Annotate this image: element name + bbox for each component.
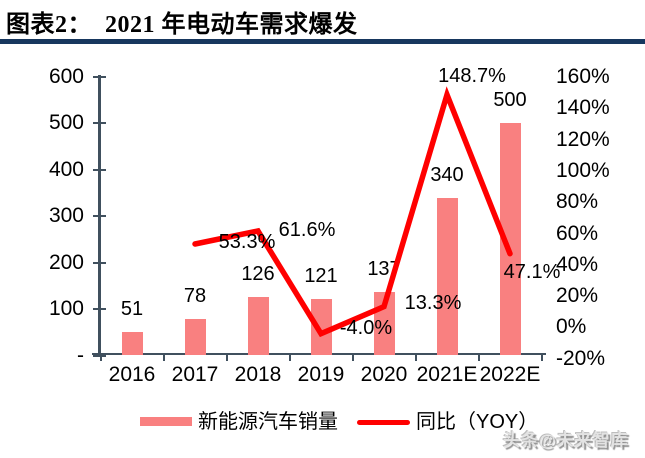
bar-value-label: 121 [304, 265, 338, 288]
line-value-label: 13.3% [404, 291, 462, 314]
y-axis-tick-label: 500 [48, 111, 84, 135]
title-divider [0, 39, 645, 44]
bar-value-label: 340 [430, 163, 464, 186]
line-value-label: 61.6% [278, 218, 336, 241]
secondary-axis-tick-label: 0% [556, 315, 587, 339]
line-value-label: 53.3% [218, 230, 276, 253]
y-axis-tick [93, 308, 106, 311]
x-axis-category-label: 2019 [297, 363, 345, 386]
y-axis-tick-label: 100 [48, 297, 84, 321]
y-axis-tick [93, 168, 106, 171]
secondary-axis-tick-label: 140% [556, 96, 610, 120]
sales-bar [499, 123, 521, 356]
legend-line-swatch [357, 420, 410, 425]
secondary-axis-tick-label: 60% [556, 221, 599, 245]
x-axis-tick [540, 353, 543, 361]
sales-bar [184, 319, 206, 356]
legend-bar-label: 新能源汽车销量 [198, 411, 338, 433]
x-axis-category-label: 2017 [171, 363, 219, 386]
secondary-axis-tick-label: -20% [556, 346, 606, 370]
secondary-axis-tick-label: 100% [556, 158, 610, 182]
x-axis-tick [225, 353, 228, 361]
y-axis-tick [93, 215, 106, 218]
bar-value-label: 51 [120, 297, 144, 320]
x-axis-category-label: 2022E [479, 363, 541, 386]
secondary-axis-tick-label: 20% [556, 284, 599, 308]
y-axis-tick-label: 300 [48, 204, 84, 228]
bar-value-label: 126 [241, 263, 275, 285]
x-axis-tick [288, 353, 291, 361]
y-axis-tick [93, 122, 106, 125]
secondary-axis-tick-label: 80% [556, 190, 599, 214]
y-axis-tick [93, 76, 106, 78]
sales-bar [310, 299, 332, 356]
y-axis-tick-label: 600 [48, 65, 84, 88]
y-axis-tick-label: 400 [48, 157, 84, 181]
sales-bar [121, 331, 143, 356]
x-axis-tick [351, 353, 354, 361]
sales-bar [247, 297, 269, 356]
watermark: 头条@未来智库 [503, 431, 629, 450]
secondary-axis-tick-label: 160% [556, 65, 610, 88]
bar-value-label: 500 [493, 89, 527, 112]
x-axis-tick [99, 353, 102, 361]
x-axis-category-label: 2020 [360, 363, 408, 386]
secondary-axis-tick-label: 40% [556, 252, 599, 276]
line-value-label: 148.7% [438, 64, 506, 87]
x-axis-category-label: 2018 [234, 363, 282, 386]
sales-bar [436, 197, 458, 356]
legend-line-label: 同比（YOY） [416, 411, 539, 433]
line-value-label: 47.1% [503, 260, 561, 283]
figure-title: 图表2： 2021 年电动车需求爆发 [6, 12, 358, 38]
x-axis-tick [162, 353, 165, 361]
bar-value-label: 78 [183, 285, 207, 308]
x-axis-category-label: 2016 [108, 363, 156, 386]
x-axis-tick [477, 353, 480, 361]
y-axis-tick-label: 200 [48, 250, 84, 274]
x-axis-tick [414, 353, 417, 361]
y-axis-tick [93, 261, 106, 264]
legend-bar-swatch [140, 417, 192, 426]
secondary-axis-tick-label: 120% [556, 127, 610, 151]
x-axis-category-label: 2021E [416, 363, 478, 386]
y-axis-tick-label: - [77, 343, 84, 367]
line-value-label: -4.0% [339, 316, 393, 339]
